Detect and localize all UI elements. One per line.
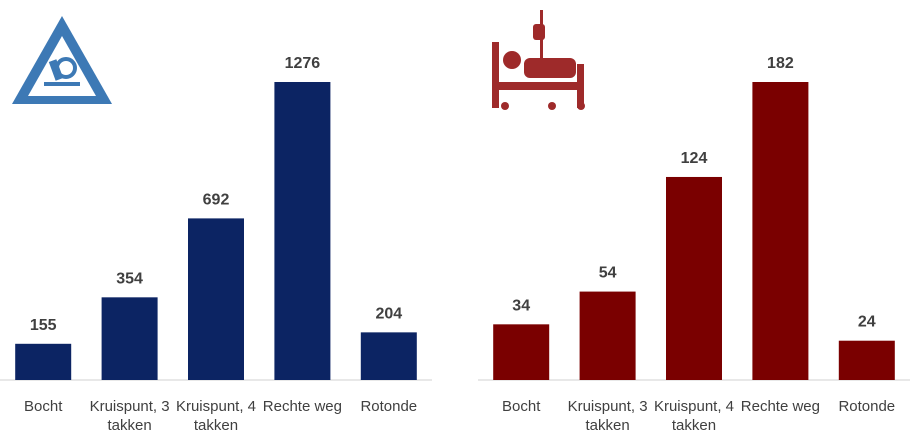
bar (838, 340, 895, 380)
data-label: 34 (512, 297, 530, 314)
x-tick-label: Rotonde (360, 398, 418, 415)
data-label: 182 (767, 55, 794, 72)
data-label: 24 (858, 314, 876, 331)
hospital-icon (492, 10, 585, 110)
data-label: 155 (30, 317, 57, 334)
bar (101, 297, 158, 380)
data-label: 692 (203, 191, 230, 208)
bar (666, 176, 722, 380)
data-label: 124 (681, 150, 708, 167)
bar (579, 291, 636, 380)
x-tick-label: Bocht (502, 398, 541, 415)
x-tick-label: Kruispunt, 3 takken (567, 398, 648, 434)
x-tick-label: Bocht (24, 398, 63, 415)
bar (493, 324, 550, 380)
data-label: 204 (375, 305, 402, 322)
bar (752, 82, 809, 380)
bar (274, 82, 331, 380)
data-label: 354 (116, 270, 143, 287)
x-tick-label: Rechte weg (740, 398, 820, 415)
x-tick-label: Rechte weg (262, 398, 342, 415)
x-tick-label: Rotonde (838, 398, 896, 415)
x-tick-label: Kruispunt, 4 takken (653, 398, 735, 434)
data-label: 54 (599, 265, 617, 282)
x-tick-label: Kruispunt, 3 takken (89, 398, 170, 434)
x-tick-label: Kruispunt, 4 takken (175, 398, 257, 434)
data-label: 1276 (285, 55, 321, 72)
bar (360, 332, 417, 380)
bar (188, 218, 244, 380)
bar (15, 343, 72, 380)
warning-icon (12, 16, 112, 104)
